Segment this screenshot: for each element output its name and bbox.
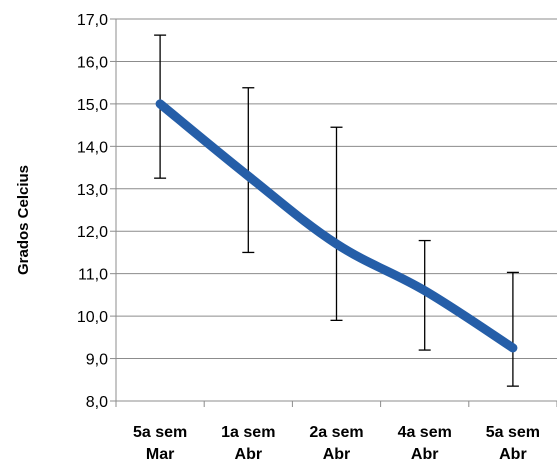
y-axis-label: Grados Celcius xyxy=(15,165,32,275)
y-axis-ticks: 8,0 9,0 10,0 11,0 12,0 13,0 14,0 15,0 16,0 17,0 xyxy=(77,12,108,411)
x-tick-label: 5a sem Abr xyxy=(486,424,540,463)
y-tick-label: 10,0 xyxy=(77,309,108,326)
y-tick-label: 13,0 xyxy=(77,182,108,199)
x-tick-label: 5a sem Mar xyxy=(133,424,187,463)
series-line xyxy=(155,99,518,353)
error-bars xyxy=(154,34,519,387)
x-tick-label: 1a sem Abr xyxy=(221,424,275,463)
y-tick-label: 12,0 xyxy=(77,224,108,241)
y-tick-label: 15,0 xyxy=(77,97,108,114)
y-tick-label: 16,0 xyxy=(77,54,108,71)
series-layer xyxy=(155,99,518,353)
y-tick-label: 14,0 xyxy=(77,139,108,156)
y-tick-label: 8,0 xyxy=(86,394,108,411)
y-tick-label: 9,0 xyxy=(86,352,108,369)
axes xyxy=(110,18,557,407)
x-tick-label: 2a sem Abr xyxy=(309,424,363,463)
x-axis-ticks: 5a sem Mar 1a sem Abr 2a sem Abr 4a sem Abr 5a s… xyxy=(133,424,540,463)
y-tick-label: 11,0 xyxy=(78,267,108,284)
x-tick-label: 4a sem Abr xyxy=(398,424,452,463)
y-tick-label: 17,0 xyxy=(77,12,108,29)
